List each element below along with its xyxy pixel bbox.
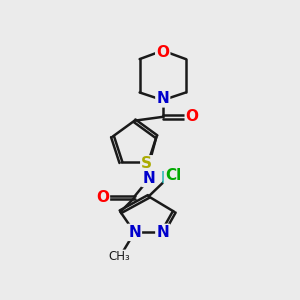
Text: O: O [96, 190, 109, 205]
Text: CH₃: CH₃ [108, 250, 130, 263]
Text: S: S [141, 156, 152, 171]
Text: N: N [128, 225, 141, 240]
Text: H: H [160, 171, 173, 186]
Text: N: N [156, 92, 169, 106]
Text: N: N [156, 225, 169, 240]
Text: N: N [142, 171, 155, 186]
Text: O: O [156, 45, 169, 60]
Text: Cl: Cl [165, 168, 181, 183]
Text: O: O [186, 110, 199, 124]
